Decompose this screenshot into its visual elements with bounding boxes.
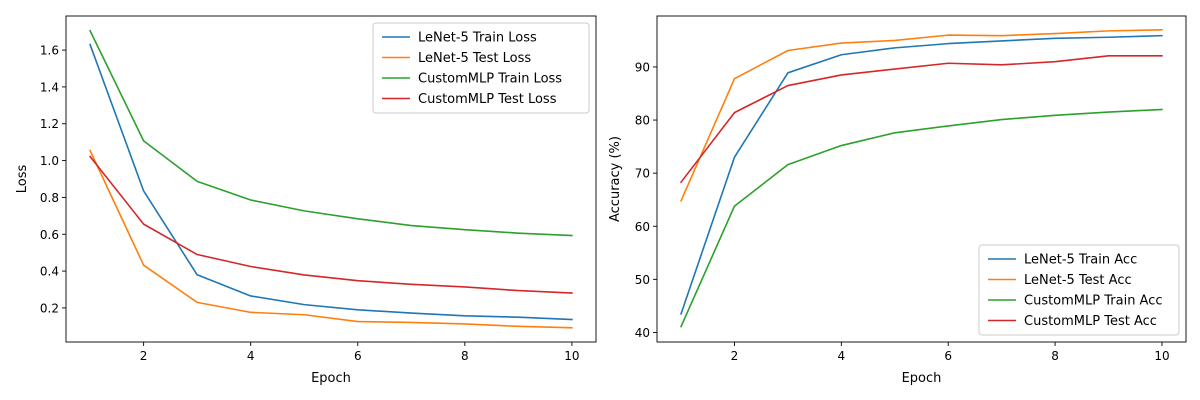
loss-y-axis-label: Loss (15, 165, 30, 194)
loss-y-tick-label: 1.4 (40, 80, 59, 94)
loss-y-tick-label: 0.4 (40, 265, 59, 279)
accuracy-y-tick-label: 60 (635, 220, 650, 234)
accuracy-y-tick-label: 40 (635, 326, 650, 340)
loss-y-tick-label: 0.6 (40, 228, 59, 242)
loss-x-tick-label: 6 (354, 349, 362, 363)
accuracy-y-tick-label: 70 (635, 167, 650, 181)
accuracy-series-line-1 (680, 34, 1163, 315)
loss-x-tick-label: 10 (564, 349, 579, 363)
accuracy-y-tick-label: 50 (635, 273, 650, 287)
accuracy-legend-label-2: LeNet-5 Test Acc (1024, 273, 1132, 288)
accuracy-x-tick-label: 8 (1051, 349, 1059, 363)
loss-series-line-3 (89, 29, 573, 237)
accuracy-legend-label-4: CustomMLP Test Acc (1024, 314, 1157, 329)
loss-legend-label-3: CustomMLP Train Loss (418, 72, 562, 87)
loss-legend-label-1: LeNet-5 Train Loss (418, 31, 537, 46)
loss-y-tick-label: 1.6 (40, 44, 59, 58)
loss-series-line-4 (88, 155, 573, 294)
loss-y-tick-label: 1.2 (40, 117, 59, 131)
loss-x-axis-label: Epoch (311, 371, 351, 386)
loss-legend: LeNet-5 Train Loss LeNet-5 Test Loss Custo… (372, 22, 590, 114)
accuracy-series-line-2 (679, 28, 1163, 202)
loss-chart: 2 4 6 8 10 0.2 0.4 0.6 0.8 1.0 1.2 1.4 1.6 Epoch Loss L… (15, 15, 597, 386)
loss-series-line-1 (89, 43, 573, 321)
accuracy-y-axis-label: Accuracy (%) (608, 136, 623, 222)
accuracy-legend-label-1: LeNet-5 Train Acc (1024, 253, 1137, 268)
accuracy-legend-label-3: CustomMLP Train Acc (1024, 294, 1163, 309)
accuracy-x-tick-label: 4 (838, 349, 846, 363)
accuracy-y-tick-label: 80 (635, 114, 650, 128)
loss-x-tick-label: 8 (461, 349, 469, 363)
accuracy-x-tick-label: 10 (1154, 349, 1169, 363)
accuracy-x-tick-label: 6 (944, 349, 952, 363)
accuracy-y-tick-label: 90 (635, 60, 650, 74)
loss-plot-frame (65, 15, 597, 343)
accuracy-x-tick-label: 2 (731, 349, 739, 363)
loss-x-tick-label: 2 (140, 349, 148, 363)
loss-x-tick-label: 4 (247, 349, 255, 363)
accuracy-legend: LeNet-5 Train Acc LeNet-5 Test Acc CustomM… (978, 244, 1180, 336)
accuracy-legend-box (978, 244, 1180, 336)
accuracy-chart: 2 4 6 8 10 40 50 60 70 80 90 Epoch Accuracy (%) LeNet… (608, 15, 1187, 386)
accuracy-x-axis-label: Epoch (902, 371, 942, 386)
accuracy-series-line-3 (679, 108, 1163, 328)
loss-y-tick-label: 0.2 (40, 301, 59, 315)
loss-legend-label-2: LeNet-5 Test Loss (418, 51, 531, 66)
loss-y-tick-label: 0.8 (40, 191, 59, 205)
accuracy-plot-frame (656, 15, 1187, 343)
loss-legend-box (372, 22, 590, 114)
loss-y-tick-label: 1.0 (40, 154, 59, 168)
loss-series-line-2 (89, 149, 573, 329)
accuracy-series-line-4 (679, 55, 1163, 184)
loss-legend-label-4: CustomMLP Test Loss (418, 92, 557, 107)
